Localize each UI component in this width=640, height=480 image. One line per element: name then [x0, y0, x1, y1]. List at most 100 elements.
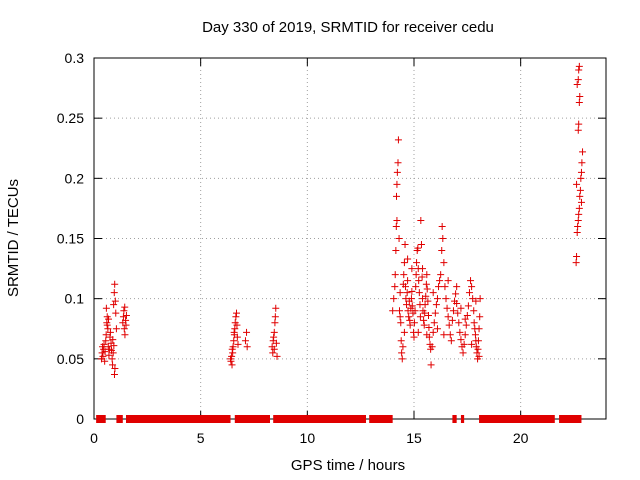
- data-point: [573, 80, 581, 88]
- data-point: [449, 307, 457, 315]
- data-point: [393, 192, 401, 200]
- data-point: [122, 321, 130, 329]
- zero-value-band: [369, 415, 393, 423]
- data-point: [470, 307, 478, 315]
- data-point: [110, 301, 118, 309]
- data-point: [112, 309, 120, 317]
- x-tick-label: 10: [300, 430, 316, 446]
- data-point: [422, 280, 430, 288]
- data-point: [435, 283, 443, 291]
- data-point: [572, 259, 580, 267]
- data-point: [476, 313, 484, 321]
- data-point: [575, 66, 583, 74]
- data-point: [439, 235, 447, 242]
- data-point: [227, 357, 235, 365]
- data-point: [394, 159, 402, 167]
- data-point: [575, 210, 583, 218]
- data-point: [270, 345, 278, 353]
- data-point: [574, 126, 582, 134]
- data-point: [576, 186, 584, 194]
- data-point: [391, 271, 399, 279]
- data-point: [457, 336, 465, 344]
- data-point: [420, 321, 428, 329]
- data-point: [452, 290, 460, 298]
- data-point: [472, 297, 480, 305]
- data-point: [230, 337, 238, 345]
- data-point: [461, 315, 469, 323]
- data-point: [433, 295, 441, 303]
- data-point: [462, 321, 470, 329]
- zero-value-band: [460, 415, 465, 423]
- data-point: [410, 319, 418, 327]
- data-point: [400, 259, 408, 267]
- data-point: [120, 307, 128, 315]
- data-point: [432, 301, 440, 309]
- data-point: [243, 343, 251, 351]
- data-point: [417, 241, 425, 249]
- data-point: [101, 348, 109, 356]
- x-tick-label: 15: [406, 430, 422, 446]
- data-point: [270, 333, 278, 341]
- data-point: [101, 357, 109, 365]
- data-point: [102, 337, 110, 345]
- data-point: [395, 235, 403, 242]
- y-tick-label: 0.1: [65, 291, 85, 307]
- data-point: [428, 343, 436, 351]
- data-point: [579, 148, 587, 156]
- y-tick-label: 0.25: [57, 110, 84, 126]
- data-point: [415, 289, 423, 297]
- data-point: [438, 222, 446, 230]
- data-point: [105, 315, 113, 323]
- data-point: [404, 277, 412, 285]
- data-point: [418, 273, 426, 281]
- data-point: [269, 349, 277, 357]
- data-point: [243, 328, 251, 336]
- data-point: [412, 271, 420, 279]
- data-point: [422, 292, 430, 300]
- data-point: [423, 331, 431, 339]
- data-point: [389, 307, 397, 315]
- zero-value-band: [452, 415, 457, 423]
- data-point: [233, 321, 241, 329]
- axis-ticks: 0 0.05 0.1 0.15 0.2 0.25 0.3 0 5 10 15 20: [57, 50, 606, 446]
- data-point: [473, 349, 481, 357]
- data-point: [110, 289, 118, 297]
- data-point: [453, 283, 461, 291]
- data-point: [412, 283, 420, 291]
- data-point: [111, 297, 119, 305]
- data-point: [430, 319, 438, 327]
- data-point: [228, 361, 236, 369]
- data-point: [431, 309, 439, 317]
- zero-value-band: [96, 415, 106, 423]
- data-point: [100, 340, 108, 348]
- data-point: [429, 328, 437, 336]
- data-point: [433, 325, 441, 333]
- data-point: [573, 180, 581, 188]
- zero-value-band: [559, 415, 582, 423]
- data-point: [437, 271, 445, 279]
- data-point: [403, 301, 411, 309]
- y-axis-label: SRMTID / TECUs: [5, 179, 22, 297]
- y-tick-label: 0.15: [57, 231, 84, 247]
- data-point: [470, 319, 478, 327]
- data-point: [108, 355, 116, 363]
- data-point: [456, 328, 464, 336]
- data-point: [410, 333, 418, 341]
- data-point: [424, 297, 432, 305]
- data-point: [457, 304, 465, 312]
- zero-value-band: [126, 415, 231, 423]
- data-point: [423, 271, 431, 279]
- data-point: [121, 331, 129, 339]
- data-point: [397, 319, 405, 327]
- data-point: [397, 337, 405, 345]
- data-point: [576, 93, 584, 101]
- data-point: [577, 198, 585, 206]
- data-point: [421, 309, 429, 317]
- data-point: [398, 355, 406, 363]
- data-point: [471, 331, 479, 339]
- data-point: [455, 319, 463, 327]
- y-tick-label: 0.3: [65, 50, 85, 66]
- data-point: [408, 265, 416, 273]
- data-point: [233, 333, 241, 341]
- data-point: [103, 321, 111, 329]
